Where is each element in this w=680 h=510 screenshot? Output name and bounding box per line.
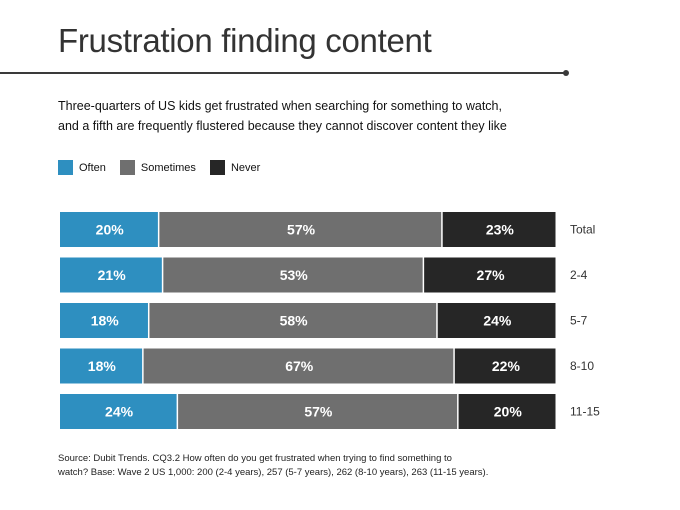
bar-often-5-7 <box>60 303 148 338</box>
source-line-1: Source: Dubit Trends. CQ3.2 How often do… <box>58 453 452 464</box>
data-label-sometimes-11-15: 57% <box>304 404 333 420</box>
bar-often-2-4 <box>60 257 162 293</box>
source-note: Source: Dubit Trends. CQ3.2 How often do… <box>58 452 638 480</box>
bar-sometimes-total <box>159 212 442 247</box>
bar-never-11-15 <box>458 394 556 429</box>
bar-often-8-10 <box>60 348 143 384</box>
data-label-often-2-4: 21% <box>98 267 127 283</box>
bar-often-11-15 <box>60 394 177 429</box>
bar-sometimes-11-15 <box>178 394 458 429</box>
category-label-5-7: 5-7 <box>570 314 588 328</box>
data-label-often-8-10: 18% <box>88 358 117 374</box>
legend-swatch-never <box>209 160 225 175</box>
data-label-sometimes-5-7: 58% <box>280 313 309 329</box>
legend-label-often: Often <box>79 161 106 174</box>
title-divider <box>0 72 566 74</box>
chart-title: Frustration finding content <box>58 22 432 59</box>
title-divider-dot <box>563 70 569 76</box>
bar-sometimes-8-10 <box>143 348 454 384</box>
chart-subtitle: Three-quarters of US kids get frustrated… <box>58 96 618 136</box>
legend-label-sometimes: Sometimes <box>140 161 196 174</box>
category-label-11-15: 11-15 <box>570 405 600 419</box>
legend-label-never: Never <box>230 161 261 174</box>
legend-item-never: Never <box>209 160 261 175</box>
category-label-total: Total <box>570 223 595 237</box>
data-label-never-total: 23% <box>486 222 515 238</box>
bar-never-total <box>442 212 556 247</box>
data-label-never-8-10: 22% <box>492 358 521 374</box>
data-label-never-5-7: 24% <box>483 313 512 329</box>
legend-swatch-often <box>58 160 73 175</box>
bar-often-total <box>60 212 158 247</box>
bar-sometimes-5-7 <box>149 303 437 338</box>
data-label-sometimes-2-4: 53% <box>280 267 309 283</box>
source-line-2: watch? Base: Wave 2 US 1,000: 200 (2-4 y… <box>58 467 489 478</box>
category-label-2-4: 2-4 <box>570 268 588 282</box>
bar-never-2-4 <box>424 257 556 293</box>
data-label-sometimes-8-10: 67% <box>285 358 314 374</box>
legend-swatch-sometimes <box>119 160 135 175</box>
category-label-8-10: 8-10 <box>570 359 594 373</box>
legend-item-sometimes: Sometimes <box>119 160 196 175</box>
data-label-often-total: 20% <box>96 222 125 238</box>
data-label-often-5-7: 18% <box>91 313 120 329</box>
data-label-sometimes-total: 57% <box>287 222 316 238</box>
data-label-never-11-15: 20% <box>494 404 523 420</box>
subtitle-line-1: Three-quarters of US kids get frustrated… <box>58 99 502 113</box>
bar-sometimes-2-4 <box>163 257 423 293</box>
data-label-never-2-4: 27% <box>477 267 506 283</box>
data-label-often-11-15: 24% <box>105 404 134 420</box>
bar-never-5-7 <box>437 303 556 338</box>
legend-item-often: Often <box>58 160 106 175</box>
chart-legend: Often Sometimes Never <box>58 160 274 175</box>
subtitle-line-2: and a fifth are frequently flustered bec… <box>58 119 507 133</box>
bar-never-8-10 <box>454 348 556 384</box>
